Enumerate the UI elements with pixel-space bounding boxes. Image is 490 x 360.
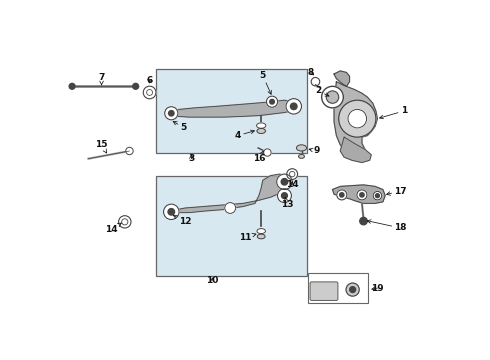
- Circle shape: [165, 107, 178, 120]
- Text: 3: 3: [188, 154, 195, 163]
- Polygon shape: [340, 137, 371, 163]
- Circle shape: [375, 194, 379, 198]
- Circle shape: [360, 193, 364, 197]
- Polygon shape: [170, 174, 290, 213]
- Circle shape: [339, 100, 376, 137]
- Text: 5: 5: [173, 121, 187, 132]
- Text: 5: 5: [260, 71, 271, 94]
- Text: 4: 4: [235, 130, 254, 140]
- Text: 14: 14: [286, 180, 298, 189]
- Ellipse shape: [257, 129, 266, 134]
- Circle shape: [169, 111, 174, 116]
- Bar: [156, 69, 307, 153]
- Polygon shape: [334, 71, 349, 86]
- Circle shape: [311, 77, 319, 86]
- Bar: [156, 176, 307, 276]
- Ellipse shape: [257, 234, 265, 239]
- Circle shape: [326, 91, 339, 103]
- Ellipse shape: [257, 229, 266, 234]
- Circle shape: [360, 217, 367, 225]
- Circle shape: [119, 216, 131, 228]
- Circle shape: [143, 86, 156, 99]
- Circle shape: [122, 219, 128, 225]
- Text: 13: 13: [281, 198, 294, 210]
- Circle shape: [281, 179, 288, 185]
- Circle shape: [337, 190, 347, 200]
- Bar: [308, 273, 368, 303]
- Circle shape: [340, 193, 344, 197]
- Polygon shape: [333, 185, 385, 203]
- Circle shape: [270, 99, 274, 104]
- Circle shape: [133, 84, 139, 89]
- Circle shape: [287, 169, 297, 180]
- Text: 11: 11: [240, 233, 256, 242]
- Circle shape: [264, 149, 271, 156]
- Text: 16: 16: [253, 151, 265, 163]
- Text: 17: 17: [387, 186, 407, 195]
- Circle shape: [168, 208, 174, 215]
- FancyBboxPatch shape: [310, 282, 338, 300]
- Text: 15: 15: [95, 140, 108, 153]
- Circle shape: [373, 192, 382, 200]
- Ellipse shape: [296, 145, 307, 151]
- Circle shape: [277, 174, 292, 189]
- Circle shape: [126, 147, 133, 155]
- Circle shape: [277, 189, 292, 203]
- Text: 2: 2: [316, 86, 329, 96]
- Text: 18: 18: [367, 220, 407, 233]
- Text: 6: 6: [147, 76, 153, 85]
- Circle shape: [290, 171, 295, 177]
- Circle shape: [281, 193, 288, 199]
- Text: 1: 1: [380, 107, 407, 119]
- Ellipse shape: [257, 123, 266, 128]
- Text: 12: 12: [173, 215, 192, 226]
- Polygon shape: [334, 82, 377, 160]
- Text: 10: 10: [206, 276, 219, 285]
- Text: 8: 8: [308, 68, 314, 77]
- Circle shape: [321, 86, 343, 108]
- Polygon shape: [172, 100, 297, 117]
- Circle shape: [348, 109, 367, 128]
- Text: 7: 7: [98, 73, 105, 85]
- Circle shape: [69, 84, 75, 89]
- Circle shape: [225, 203, 236, 213]
- Text: 14: 14: [105, 223, 122, 234]
- Ellipse shape: [298, 154, 304, 158]
- Text: 19: 19: [371, 284, 384, 293]
- Circle shape: [164, 204, 179, 220]
- Circle shape: [357, 190, 367, 200]
- Circle shape: [346, 283, 359, 296]
- Circle shape: [291, 103, 297, 109]
- Circle shape: [350, 287, 356, 293]
- Circle shape: [286, 99, 301, 114]
- Circle shape: [267, 96, 278, 107]
- Text: 9: 9: [309, 147, 320, 156]
